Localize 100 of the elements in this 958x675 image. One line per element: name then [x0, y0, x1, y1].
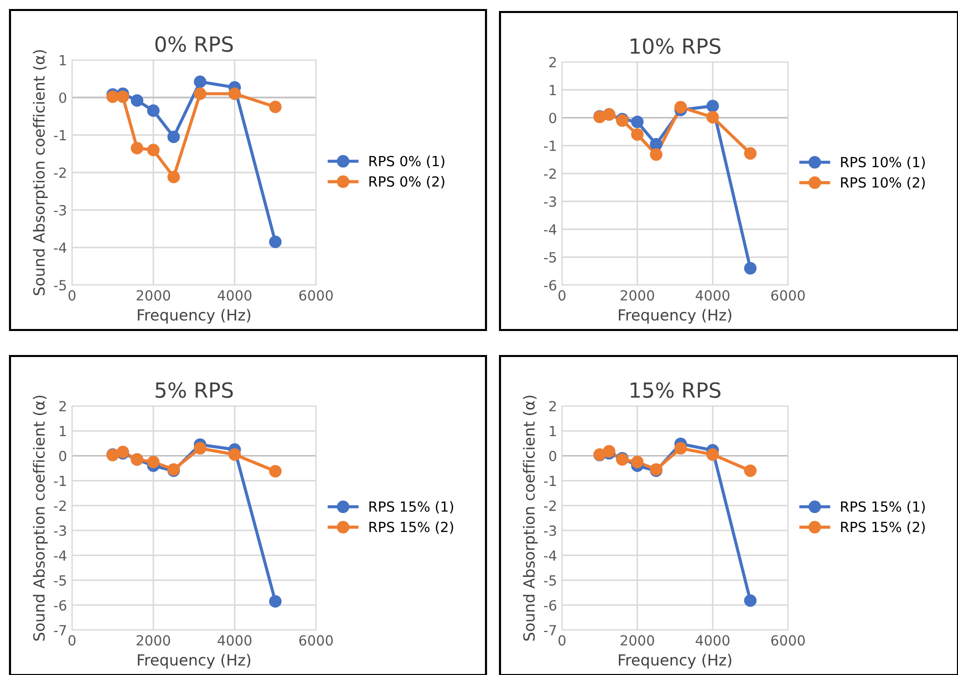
y-tick-label: -4: [54, 550, 66, 561]
x-tick-label: 0: [558, 635, 566, 646]
y-tick-label: -2: [544, 500, 556, 511]
y-tick-label: -1: [544, 140, 556, 151]
point: [631, 456, 644, 468]
point: [194, 76, 206, 88]
legend-label: RPS 10% (2): [841, 176, 925, 190]
y-tick-label: -7: [54, 625, 66, 636]
y-tick-label: -2: [54, 500, 66, 511]
y-tick-label: -3: [54, 204, 66, 216]
point: [147, 104, 160, 117]
y-tick-label: -3: [544, 525, 556, 536]
point: [228, 88, 241, 100]
point: [228, 448, 241, 461]
x-tick-label: 6000: [771, 635, 805, 646]
point: [116, 90, 130, 103]
x-tick-label: 0: [68, 635, 76, 646]
y-tick-label: -1: [544, 476, 556, 486]
legend-label: RPS 0% (1): [369, 156, 444, 168]
legend-label: RPS 15% (2): [369, 521, 454, 534]
point: [674, 100, 687, 114]
x-tick-label: 0: [68, 290, 76, 301]
y-tick-label: 2: [549, 400, 556, 412]
point: [650, 138, 662, 150]
legend-label: RPS 0% (2): [369, 176, 444, 188]
y-tick-label: 1: [60, 55, 66, 66]
y-tick-label: -6: [544, 600, 556, 611]
y-tick-label: -5: [54, 280, 66, 290]
x-tick-label: 2000: [620, 290, 654, 301]
y-tick-label: 1: [550, 85, 556, 96]
legend-label: RPS 15% (1): [369, 501, 454, 514]
y-tick-label: 0: [59, 92, 66, 103]
x-tick-label: 4000: [218, 635, 252, 646]
y-tick-label: -5: [544, 575, 556, 586]
x-tick-label: 4000: [218, 290, 252, 301]
point: [674, 442, 687, 455]
point: [744, 594, 757, 607]
point: [130, 94, 144, 107]
point: [167, 170, 180, 184]
y-tick-label: -6: [54, 600, 66, 611]
x-tick-label: 6000: [771, 290, 805, 301]
point: [269, 595, 282, 608]
y-tick-label: -5: [544, 252, 556, 263]
chart-title: 15% RPS: [630, 382, 720, 398]
y-tick-label: 0: [549, 112, 556, 124]
chart-title: 10% RPS: [630, 38, 720, 54]
y-tick-label: -3: [54, 525, 66, 536]
y-tick-label: -1: [54, 130, 66, 140]
x-tick-label: 6000: [299, 290, 333, 301]
point: [147, 144, 160, 156]
point: [194, 442, 206, 455]
point: [269, 236, 282, 248]
point: [269, 464, 282, 478]
point: [744, 262, 757, 275]
chart-title: 5% RPS: [156, 382, 233, 398]
legend-label: RPS 15% (1): [841, 501, 925, 514]
x-tick-label: 4000: [696, 635, 730, 646]
point: [194, 88, 206, 100]
y-tick-label: 1: [60, 426, 66, 436]
y-tick-label: 1: [550, 426, 556, 436]
point: [167, 130, 180, 144]
x-axis-title: Frequency (Hz): [138, 308, 250, 324]
point: [269, 100, 282, 114]
legend-label: RPS 10% (1): [841, 156, 925, 169]
y-tick-label: -6: [544, 280, 556, 290]
x-axis-title: Frequency (Hz): [138, 654, 250, 669]
point: [106, 90, 119, 103]
y-tick-label: 2: [549, 56, 556, 68]
legend-label: RPS 15% (2): [841, 521, 925, 534]
x-tick-label: 6000: [299, 635, 333, 646]
y-axis-title: Sound Absorption coefficient (α): [32, 396, 48, 641]
point: [706, 100, 719, 112]
y-tick-label: -4: [544, 550, 556, 561]
y-tick-label: 0: [59, 450, 66, 462]
y-tick-label: -4: [544, 224, 556, 235]
point: [706, 110, 719, 124]
point: [147, 456, 160, 468]
point: [631, 116, 644, 128]
y-axis-title: Sound Absorption coefficient (α): [522, 396, 538, 641]
point: [744, 464, 757, 477]
y-tick-label: -3: [544, 196, 556, 207]
x-tick-label: 2000: [136, 290, 170, 301]
y-tick-label: -2: [54, 167, 66, 178]
y-tick-label: -7: [544, 625, 556, 636]
x-tick-label: 0: [558, 290, 566, 301]
chart-title: 0% RPS: [155, 36, 233, 52]
y-tick-label: -1: [54, 476, 66, 486]
point: [650, 148, 662, 161]
x-tick-label: 4000: [696, 290, 730, 301]
y-axis-title: Sound Absorption coefficient (α): [32, 50, 48, 296]
y-tick-label: 2: [59, 400, 66, 412]
x-tick-label: 2000: [620, 635, 654, 646]
x-tick-label: 2000: [136, 635, 170, 646]
y-tick-label: -4: [54, 242, 66, 253]
point: [631, 128, 644, 141]
y-tick-label: -2: [544, 168, 556, 179]
point: [744, 147, 757, 160]
x-axis-title: Frequency (Hz): [618, 654, 732, 669]
y-tick-label: 0: [549, 450, 556, 462]
point: [130, 142, 144, 154]
